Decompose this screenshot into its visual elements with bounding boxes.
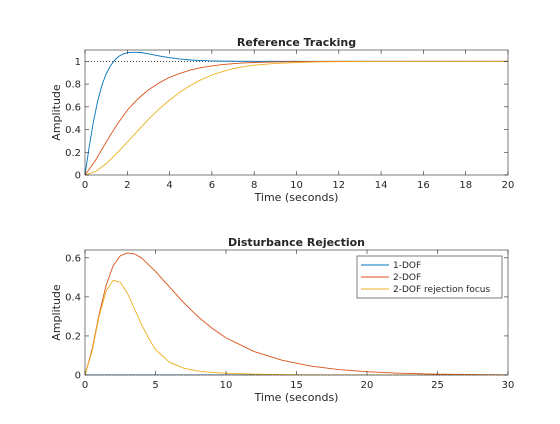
x-tick-label: 18 (459, 180, 472, 191)
y-axis-label: Amplitude (50, 284, 63, 341)
x-tick-label: 0 (82, 180, 88, 191)
x-tick-label: 12 (332, 180, 345, 191)
series-group (85, 252, 508, 375)
x-tick-label: 10 (220, 380, 233, 391)
series-group (85, 51, 508, 175)
y-tick-label: 0.6 (65, 102, 81, 113)
y-axis-label: Amplitude (50, 84, 63, 141)
legend-entry-2-dof: 2-DOF (393, 273, 421, 283)
x-tick-label: 2 (124, 180, 130, 191)
x-tick-label: 20 (502, 180, 515, 191)
y-tick-label: 0.2 (65, 331, 81, 342)
x-axis-label: Time (seconds) (254, 391, 339, 404)
2-dof-line (85, 252, 508, 375)
legend-entry-1-dof: 1-DOF (393, 261, 421, 271)
x-tick-label: 5 (152, 380, 158, 391)
2-dof-rejection-focus-line (85, 279, 508, 375)
legend-entry-2-dof-rejection-focus: 2-DOF rejection focus (393, 285, 490, 295)
x-tick-label: 6 (209, 180, 215, 191)
x-axis-label: Time (seconds) (254, 191, 339, 204)
x-tick-label: 0 (82, 380, 88, 391)
x-tick-label: 30 (502, 380, 515, 391)
disturbance-rejection-axes: 0 5 10 15 20 25 30 0 0.2 0.4 0.6 Disturbance Reject… (50, 236, 514, 404)
x-tick-label: 14 (375, 180, 388, 191)
x-tick-label: 10 (290, 180, 303, 191)
y-tick-label: 1 (75, 57, 81, 68)
series-3-line (85, 60, 508, 175)
x-tick-label: 20 (361, 380, 374, 391)
y-tick-label: 0.8 (65, 80, 81, 91)
y-tick-label: 0.4 (65, 125, 81, 136)
x-tick-label: 8 (251, 180, 257, 191)
y-tick-label: 0.4 (65, 292, 81, 303)
y-tick-label: 0.6 (65, 253, 81, 264)
chart-title: Disturbance Rejection (228, 236, 365, 249)
legend: 1-DOF 2-DOF 2-DOF rejection focus (356, 255, 503, 299)
plot-area (85, 50, 508, 175)
x-tick-label: 16 (417, 180, 430, 191)
y-tick-label: 0.2 (65, 148, 81, 159)
x-tick-label: 4 (166, 180, 172, 191)
y-tick-label: 0 (75, 171, 81, 182)
chart-title: Reference Tracking (237, 36, 356, 49)
x-tick-label: 15 (290, 380, 303, 391)
reference-tracking-axes: 0 2 4 6 8 10 12 14 16 18 20 0 0.2 0.4 0.6 0.8 1 Reference… (50, 36, 514, 204)
x-tick-label: 25 (431, 380, 444, 391)
y-tick-label: 0 (75, 371, 81, 382)
